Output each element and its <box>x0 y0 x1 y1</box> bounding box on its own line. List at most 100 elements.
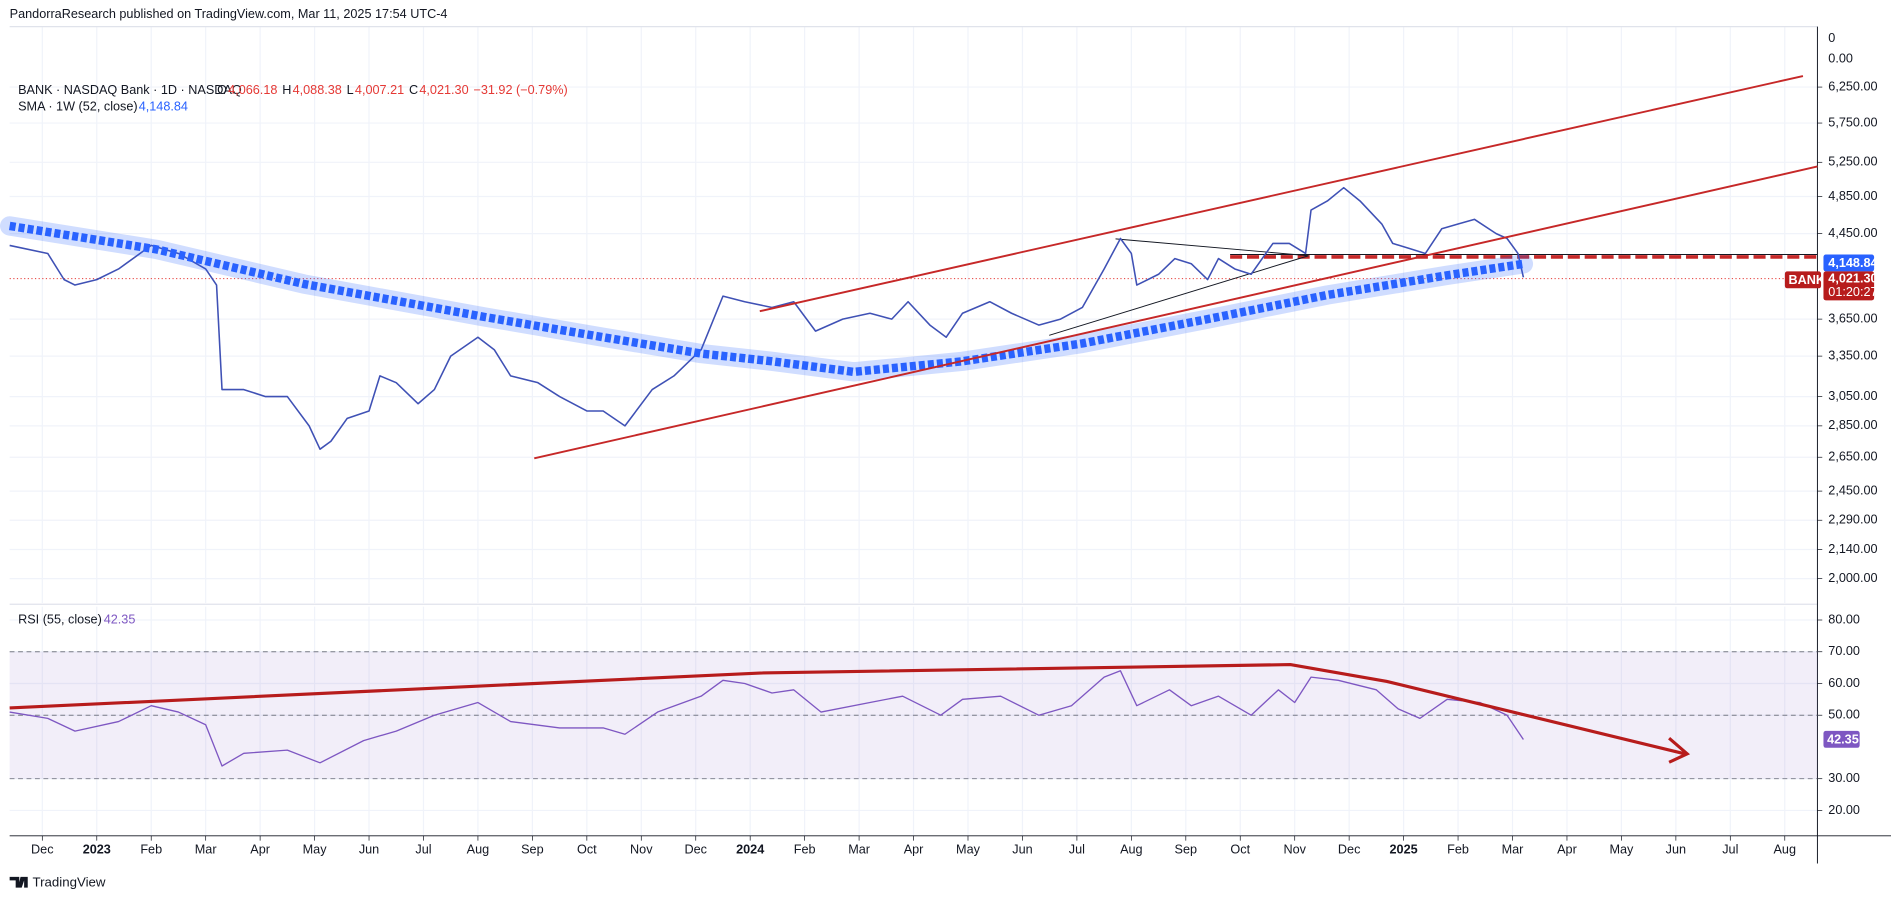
y-tick-label: 60.00 <box>1828 676 1860 690</box>
x-tick-label: Sep <box>521 843 544 857</box>
x-tick-label: Jul <box>1722 843 1738 857</box>
rsi-bands <box>9 651 1818 780</box>
symbol-tag <box>1784 271 1822 289</box>
x-tick-label: Dec <box>684 843 707 857</box>
rsi-trend-arrowhead <box>1668 736 1691 764</box>
x-tick-label: Mar <box>195 843 217 857</box>
axis-labels: 0 0.00 2,000.00 2,140.00 2,290.00 2,450.00 2… <box>31 31 1877 857</box>
sma-tag-label: 4,148.84 <box>1828 256 1877 270</box>
countdown-label: 01:20:27 <box>1828 285 1877 299</box>
triangle-upper <box>1115 238 1309 257</box>
x-tick-label: May <box>303 843 328 857</box>
ohlc-key: H <box>282 83 291 97</box>
y-tick-label: 2,140.00 <box>1828 542 1877 556</box>
brand: TradingView <box>33 874 106 889</box>
x-tick-label: Sep <box>1175 843 1198 857</box>
rsi-legend-value: 42.35 <box>104 612 136 626</box>
y-tick-label: 2,650.00 <box>1828 450 1877 464</box>
logo-mark <box>9 876 28 888</box>
y-tick-label: 2,290.00 <box>1828 513 1877 527</box>
sma-line <box>8 221 1525 377</box>
close-tag <box>1823 271 1875 301</box>
change-value: −31.92 (−0.79%) <box>473 83 567 97</box>
x-tick-label: Nov <box>630 843 653 857</box>
x-tick-label: Feb <box>794 843 816 857</box>
x-tick-label: Nov <box>1283 843 1306 857</box>
x-tick-label: Mar <box>848 843 870 857</box>
rsi-tag <box>1823 730 1860 748</box>
price-line <box>9 186 1525 450</box>
y-tick-label: 3,650.00 <box>1828 311 1877 325</box>
x-tick-label: Feb <box>140 843 162 857</box>
y-tick-label: 5,750.00 <box>1828 115 1877 129</box>
ohlc-value: 4,007.21 <box>355 83 404 97</box>
y-tick-label: 30.00 <box>1828 771 1860 785</box>
y-tick-label: 5,250.00 <box>1828 155 1877 169</box>
x-tick-label: Aug <box>1120 843 1143 857</box>
x-tick-label: Aug <box>467 843 490 857</box>
y-tick-label: 80.00 <box>1828 612 1860 626</box>
axis-tags: 4,148.84 BANK 4,021.30 01:20:27 42.35 <box>1784 254 1878 748</box>
y-tick-label: 3,350.00 <box>1828 348 1877 362</box>
rsi-legend: RSI (55, close) <box>18 612 102 626</box>
ohlc-key: L <box>347 83 354 97</box>
x-tick-label: Jun <box>1666 843 1686 857</box>
close-tag-label: 4,021.30 <box>1828 272 1877 286</box>
top-scale-label: 0.00 <box>1828 51 1853 65</box>
y-tick-label: 2,850.00 <box>1828 418 1877 432</box>
ohlc-value: 4,021.30 <box>419 83 468 97</box>
x-tick-label: Jun <box>1012 843 1032 857</box>
publish-note: PandorraResearch published on TradingVie… <box>10 7 448 21</box>
channel-lower <box>534 165 1818 460</box>
x-tick-label: Oct <box>1230 843 1250 857</box>
rsi-trend-line <box>9 662 1686 756</box>
channel-upper <box>759 75 1804 313</box>
x-tick-label: May <box>956 843 981 857</box>
footer-logo: TradingView <box>9 874 106 889</box>
y-tick-label: 70.00 <box>1828 644 1860 658</box>
sma-legend-value: 4,148.84 <box>139 100 188 114</box>
x-tick-label: Apr <box>904 843 924 857</box>
symbol-legend: BANK · NASDAQ Bank · 1D · NASDAQ <box>18 83 242 97</box>
x-tick-label: Mar <box>1502 843 1524 857</box>
x-tick-label: Jun <box>359 843 379 857</box>
sma-legend: SMA · 1W (52, close) <box>18 100 138 114</box>
ohlc-value: 4,088.38 <box>293 83 342 97</box>
top-scale-label: 0 <box>1828 31 1835 45</box>
x-tick-label: May <box>1609 843 1634 857</box>
rsi-tag-label: 42.35 <box>1827 732 1859 746</box>
triangle-lower <box>1049 255 1309 336</box>
x-tick-label: Jul <box>1069 843 1085 857</box>
series-layer <box>0 186 1534 767</box>
y-tick-label: 2,000.00 <box>1828 571 1877 585</box>
ohlc-values: O 4,066.18 H 4,088.38 L 4,007.21 C 4,021.30 −31.… <box>217 83 568 97</box>
x-tick-label: 2025 <box>1390 843 1418 857</box>
x-tick-label: Jul <box>415 843 431 857</box>
x-tick-label: Oct <box>577 843 597 857</box>
x-tick-label: Feb <box>1447 843 1469 857</box>
ohlc-key: O <box>217 83 227 97</box>
y-tick-label: 20.00 <box>1828 803 1860 817</box>
ohlc-value: 4,066.18 <box>228 83 277 97</box>
rsi-line <box>9 670 1524 767</box>
y-tick-label: 50.00 <box>1828 708 1860 722</box>
x-tick-label: Apr <box>1557 843 1577 857</box>
symbol-tag-label: BANK <box>1788 273 1825 287</box>
x-tick-label: Aug <box>1773 843 1796 857</box>
x-tick-label: 2024 <box>736 843 764 857</box>
x-tick-label: 2023 <box>83 843 111 857</box>
y-tick-label: 4,450.00 <box>1828 226 1877 240</box>
y-tick-label: 4,850.00 <box>1828 189 1877 203</box>
price-legend: BANK · NASDAQ Bank · 1D · NASDAQ O 4,066.… <box>18 83 568 626</box>
x-tick-label: Dec <box>31 843 54 857</box>
y-tick-label: 2,450.00 <box>1828 483 1877 497</box>
ohlc-key: C <box>409 83 418 97</box>
y-tick-label: 6,250.00 <box>1828 79 1877 93</box>
sma-tag <box>1823 254 1875 272</box>
y-tick-label: 3,050.00 <box>1828 389 1877 403</box>
grid <box>9 26 1818 836</box>
x-tick-label: Dec <box>1338 843 1361 857</box>
drawings <box>9 238 1818 336</box>
